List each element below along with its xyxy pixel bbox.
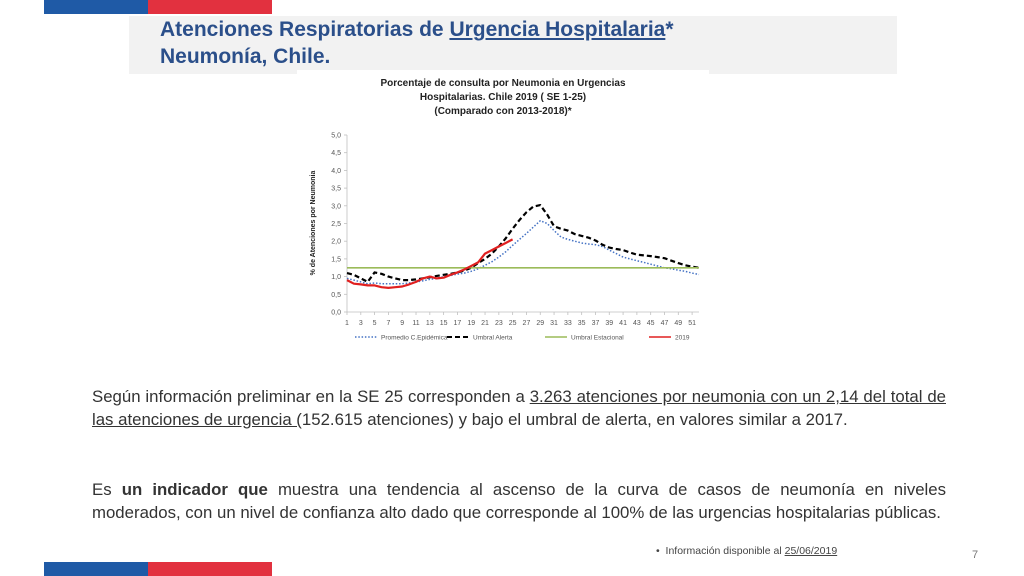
bottom-red-bar: [148, 562, 272, 576]
y-tick-label: 1,0: [331, 274, 341, 281]
paragraph-1-b: 152.615 atenciones) y bajo el umbral de …: [301, 409, 848, 429]
title-part1: Atenciones Respiratorias de: [160, 18, 450, 41]
y-tick-label: 4,5: [331, 150, 341, 157]
y-tick-label: 4,0: [331, 168, 341, 175]
note-text: Información disponible al: [665, 545, 785, 557]
x-tick-label: 1: [345, 320, 349, 327]
y-tick-label: 2,0: [331, 239, 341, 246]
x-tick-label: 37: [592, 320, 600, 327]
x-tick-label: 33: [564, 320, 572, 327]
chart-title-line-3: (Comparado con 2013-2018)*: [434, 106, 571, 117]
x-tick-label: 51: [688, 320, 696, 327]
x-tick-label: 47: [661, 320, 669, 327]
series-line-3: [346, 238, 514, 289]
chart-legend: Promedio C.Epidémica Umbral Alerta Umbral …: [355, 335, 690, 342]
x-tick-label: 3: [359, 320, 363, 327]
paragraph-2-bold: un indicador que: [121, 480, 268, 499]
pneumonia-chart: Porcentaje de consulta por Neumonia en U…: [310, 78, 700, 342]
title-line2: Neumonía, Chile.: [160, 45, 331, 68]
x-tick-label: 45: [647, 320, 655, 327]
x-tick-label: 17: [454, 320, 462, 327]
paragraph-1: Según información preliminar en la SE 25…: [92, 386, 946, 431]
title-star: *: [665, 18, 674, 41]
availability-note: • Información disponible al 25/06/2019: [656, 545, 837, 557]
x-tick-label: 29: [536, 320, 544, 327]
y-tick-label: 5,0: [331, 133, 341, 140]
x-tick-label: 5: [373, 320, 377, 327]
paragraph-2-b: muestra una tendencia al ascenso de la c…: [92, 480, 946, 522]
bottom-blue-bar: [44, 562, 148, 576]
x-tick-label: 21: [481, 320, 489, 327]
plot-area: 0,00,51,01,52,02,53,03,54,04,55,01 3 5 7 9 11…: [331, 133, 700, 327]
legend-label-0: Promedio C.Epidémica: [381, 335, 448, 342]
x-tick-label: 13: [426, 320, 434, 327]
x-tick-label: 39: [605, 320, 613, 327]
x-tick-label: 23: [495, 320, 503, 327]
paragraph-2: Es un indicador que muestra una tendenci…: [92, 479, 946, 524]
x-tick-label: 27: [523, 320, 531, 327]
note-bullet: •: [656, 545, 660, 557]
y-tick-label: 1,5: [331, 256, 341, 263]
x-tick-label: 19: [467, 320, 475, 327]
paragraph-2-a: Es: [92, 480, 122, 499]
legend-label-1: Umbral Alerta: [473, 335, 513, 342]
chart-title-line-2: Hospitalarias. Chile 2019 ( SE 1-25): [420, 92, 586, 103]
y-tick-label: 3,0: [331, 203, 341, 210]
chart-background: [297, 70, 709, 348]
y-tick-label: 3,5: [331, 186, 341, 193]
page-number: 7: [972, 549, 979, 561]
top-red-bar: [148, 0, 272, 14]
x-tick-label: 25: [509, 320, 517, 327]
legend-label-2: Umbral Estacional: [571, 335, 624, 342]
slide-title: Atenciones Respiratorias de Urgencia Hos…: [160, 16, 674, 70]
x-tick-label: 49: [674, 320, 682, 327]
x-tick-label: 15: [440, 320, 448, 327]
x-tick-label: 35: [578, 320, 586, 327]
x-tick-label: 41: [619, 320, 627, 327]
paragraph-1-underlined: 3.263 atenciones por neumonia con un 2,1…: [92, 387, 946, 429]
x-tick-label: 43: [633, 320, 641, 327]
y-tick-label: 0,5: [331, 292, 341, 299]
x-tick-label: 9: [400, 320, 404, 327]
y-tick-label: 2,5: [331, 221, 341, 228]
x-tick-label: 31: [550, 320, 558, 327]
legend-label-3: 2019: [675, 335, 690, 342]
title-background: [129, 16, 897, 74]
y-tick-label: 0,0: [331, 310, 341, 317]
note-date: 25/06/2019: [784, 545, 838, 557]
y-axis-label: % de Atenciones por Neumonia: [310, 171, 317, 276]
x-tick-label: 11: [412, 320, 419, 327]
series-line-0: [346, 219, 700, 285]
series-line-1: [346, 204, 700, 283]
x-tick-label: 7: [386, 320, 390, 327]
title-link[interactable]: Urgencia Hospitalaria: [449, 18, 666, 41]
top-blue-bar: [44, 0, 148, 14]
paragraph-1-a: Según información preliminar en la SE 25…: [92, 387, 530, 406]
chart-title-line-1: Porcentaje de consulta por Neumonia en U…: [380, 78, 626, 89]
